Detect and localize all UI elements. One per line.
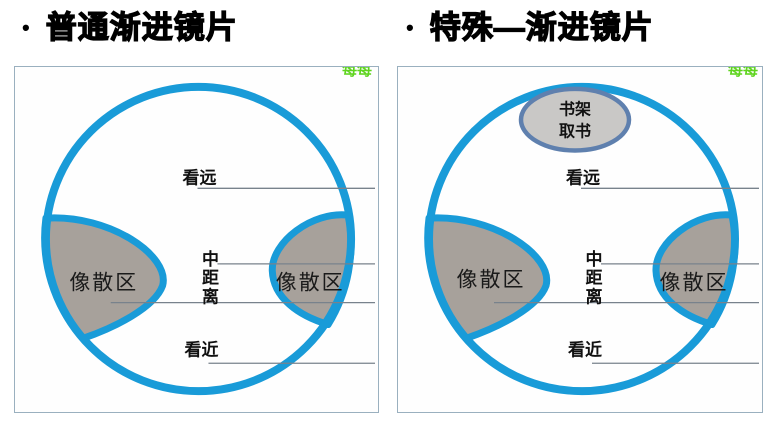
label-mid-char-1: 中 — [202, 249, 219, 269]
title-special-lens: • 特殊—渐进镜片 — [406, 10, 654, 45]
label-astigmatism-right: 像散区 — [660, 272, 729, 295]
title-text-special: 特殊—渐进镜片 — [429, 10, 654, 45]
label-near: 看近 — [184, 339, 219, 359]
callout-line-1: 书架 — [559, 100, 591, 119]
watermark-icon: 每每 — [342, 67, 372, 79]
title-text-ordinary: 普通渐进镜片 — [45, 10, 238, 45]
panel-ordinary-lens: 看远 中 距 离 看近 像散区 像散区 每每 — [14, 66, 379, 413]
astigmatism-zone-right-shape — [652, 211, 739, 328]
label-mid-char-2: 距 — [202, 269, 219, 288]
bullet-icon: • — [406, 14, 414, 40]
callout-line-2: 取书 — [559, 122, 591, 141]
label-astigmatism-left: 像散区 — [69, 272, 138, 295]
label-astigmatism-left: 像散区 — [457, 269, 526, 292]
label-near: 看近 — [567, 339, 602, 359]
panel-special-lens: 书架 取书 看远 中 距 离 看近 像散区 像散区 每每 — [397, 66, 763, 413]
lens-diagram-special: 书架 取书 看远 中 距 离 看近 像散区 像散区 每每 — [424, 67, 759, 396]
astigmatism-zone-right-shape — [268, 211, 355, 328]
lens-diagram-ordinary: 看远 中 距 离 看近 像散区 像散区 每每 — [41, 67, 376, 396]
label-mid-char-1: 中 — [586, 249, 603, 269]
label-mid-char-2: 距 — [586, 269, 603, 288]
lens-circle — [41, 82, 356, 396]
label-mid-char-3: 离 — [202, 287, 219, 307]
label-mid-char-3: 离 — [586, 287, 603, 307]
label-far: 看远 — [182, 167, 217, 187]
label-far: 看远 — [565, 167, 600, 187]
bookshelf-callout-ellipse — [518, 86, 632, 153]
watermark-icon: 每每 — [728, 67, 758, 79]
title-ordinary-lens: • 普通渐进镜片 — [22, 10, 238, 45]
label-astigmatism-right: 像散区 — [276, 272, 345, 295]
bullet-icon: • — [22, 14, 30, 40]
